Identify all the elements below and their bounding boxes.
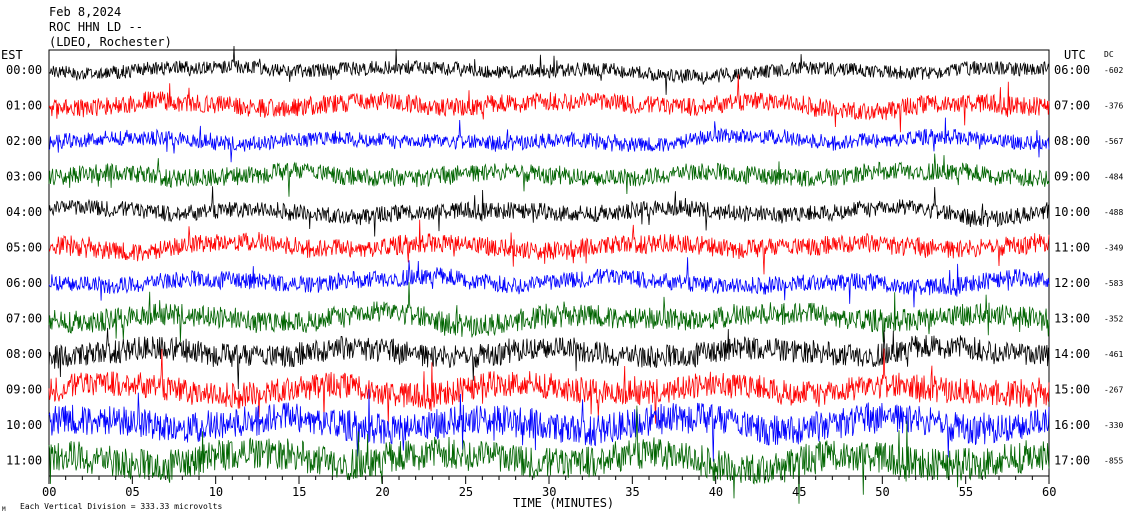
dc-offset-label: -484 — [1104, 173, 1123, 182]
dc-offset-label: -567 — [1104, 137, 1123, 146]
utc-hour-label: 14:00 — [1054, 347, 1090, 361]
est-hour-label: 01:00 — [6, 99, 42, 113]
date-label: Feb 8,2024 — [49, 5, 121, 19]
est-hour-label: 03:00 — [6, 170, 42, 184]
footer-scale-note: Each Vertical Division = 333.33 microvol… — [20, 502, 222, 511]
est-hour-label: 08:00 — [6, 347, 42, 361]
est-hour-label: 00:00 — [6, 63, 42, 77]
x-tick-label: 20 — [375, 485, 389, 499]
trace-0300 — [48, 153, 1050, 197]
x-tick-label: 00 — [42, 485, 56, 499]
utc-hour-label: 07:00 — [1054, 99, 1090, 113]
est-hour-label: 10:00 — [6, 418, 42, 432]
utc-hour-label: 15:00 — [1054, 383, 1090, 397]
utc-hour-label: 10:00 — [1054, 205, 1090, 219]
utc-hour-label: 12:00 — [1054, 276, 1090, 290]
row-label-group: 00:00 06:00 -602 01:00 07:00 -376 02:00 08:00 -5… — [6, 63, 1123, 468]
x-tick-label: 50 — [875, 485, 889, 499]
trace-0700 — [48, 282, 1050, 343]
x-tick-label: 55 — [959, 485, 973, 499]
x-tick-label: 10 — [209, 485, 223, 499]
x-axis-title: TIME (MINUTES) — [513, 496, 614, 510]
dc-offset-label: -583 — [1104, 279, 1123, 288]
trace-0800 — [48, 327, 1050, 390]
network-label: (LDEO, Rochester) — [49, 35, 172, 49]
est-hour-label: 07:00 — [6, 312, 42, 326]
x-tick-label: 25 — [459, 485, 473, 499]
x-tick-label: 60 — [1042, 485, 1056, 499]
station-label: ROC HHN LD -- — [49, 20, 143, 34]
right-timezone-label: UTC — [1064, 48, 1086, 62]
dc-offset-label: -488 — [1104, 208, 1123, 217]
trace-1000 — [48, 388, 1050, 462]
dc-offset-label: -267 — [1104, 386, 1123, 395]
x-axis: 00 05 10 15 20 25 30 35 40 45 50 55 60 — [42, 476, 1056, 499]
dc-offset-label: -330 — [1104, 421, 1123, 430]
x-tick-label: 05 — [125, 485, 139, 499]
utc-hour-label: 13:00 — [1054, 312, 1090, 326]
trace-0100 — [48, 74, 1050, 133]
utc-hour-label: 17:00 — [1054, 454, 1090, 468]
utc-hour-label: 09:00 — [1054, 170, 1090, 184]
x-tick-label: 35 — [625, 485, 639, 499]
est-hour-label: 06:00 — [6, 276, 42, 290]
est-hour-label: 04:00 — [6, 205, 42, 219]
dc-offset-label: -349 — [1104, 244, 1123, 253]
x-tick-label: 45 — [792, 485, 806, 499]
corner-mark: M — [2, 506, 6, 513]
trace-1100 — [48, 405, 1050, 504]
dc-header-label: DC — [1104, 50, 1114, 59]
left-timezone-label: EST — [1, 48, 23, 62]
trace-0000 — [48, 45, 1050, 95]
trace-0400 — [48, 186, 1050, 237]
utc-hour-label: 16:00 — [1054, 418, 1090, 432]
trace-group — [48, 45, 1050, 504]
utc-hour-label: 08:00 — [1054, 134, 1090, 148]
trace-0200 — [48, 117, 1050, 163]
dc-offset-label: -352 — [1104, 315, 1123, 324]
est-hour-label: 09:00 — [6, 383, 42, 397]
dc-offset-label: -461 — [1104, 350, 1123, 359]
trace-0900 — [48, 348, 1050, 425]
x-tick-label: 15 — [292, 485, 306, 499]
utc-hour-label: 11:00 — [1054, 241, 1090, 255]
x-tick-label: 40 — [709, 485, 723, 499]
trace-0500 — [48, 219, 1050, 275]
dc-offset-label: -602 — [1104, 66, 1123, 75]
est-hour-label: 11:00 — [6, 454, 42, 468]
est-hour-label: 05:00 — [6, 241, 42, 255]
dc-offset-label: -855 — [1104, 457, 1123, 466]
utc-hour-label: 06:00 — [1054, 63, 1090, 77]
x-tick-label: 30 — [542, 485, 556, 499]
trace-0600 — [48, 257, 1050, 308]
dc-offset-label: -376 — [1104, 102, 1123, 111]
est-hour-label: 02:00 — [6, 134, 42, 148]
